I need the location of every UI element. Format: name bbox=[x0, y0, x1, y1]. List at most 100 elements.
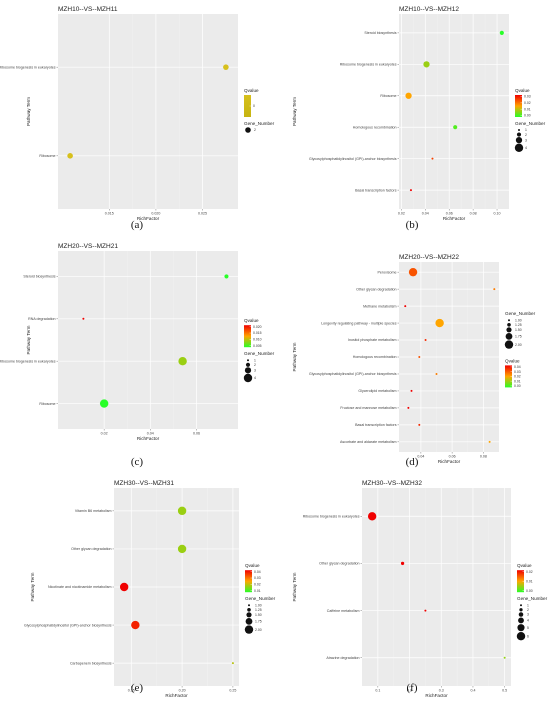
size-legend-dot bbox=[516, 132, 522, 137]
x-axis-label: RichFactor bbox=[137, 216, 160, 221]
color-bar-label: 0.04 bbox=[254, 570, 261, 574]
size-legend-dot bbox=[518, 129, 520, 131]
size-legend-label: 1.50 bbox=[515, 328, 522, 332]
x-axis-label: RichFactor bbox=[137, 436, 160, 441]
x-tick-label: 0.15 bbox=[128, 689, 135, 693]
data-point bbox=[435, 318, 444, 328]
size-legend-label: 4 bbox=[527, 619, 529, 623]
y-tick-label: Fructose and mannose metabolism bbox=[340, 406, 396, 410]
x-tick-label: 0.04 bbox=[422, 212, 429, 216]
chart-title: MZH20--VS--MZH22 bbox=[399, 254, 459, 261]
y-tick-label: Glycosylphosphatidylinositol (GPI)-ancho… bbox=[24, 623, 112, 627]
y-tick-label: Peroxisome bbox=[378, 270, 397, 274]
x-tick-label: 0.08 bbox=[480, 455, 487, 459]
color-bar-label: 0.01 bbox=[524, 107, 531, 111]
size-legend-label: 2 bbox=[527, 608, 529, 612]
size-legend-label: 1 bbox=[527, 603, 529, 607]
size-legend-title: Gene_Number bbox=[517, 596, 548, 601]
size-legend-dot bbox=[518, 617, 524, 624]
size-legend-title: Gene_Number bbox=[505, 311, 536, 316]
data-point bbox=[404, 305, 407, 308]
size-legend-dot bbox=[515, 137, 523, 144]
color-legend-title: Qvalue bbox=[244, 88, 259, 93]
x-tick-label: 0.10 bbox=[494, 212, 501, 216]
y-tick-label: Homologous recombination bbox=[353, 355, 397, 359]
data-point bbox=[424, 609, 427, 612]
x-tick-label: 0.04 bbox=[147, 432, 154, 436]
panel-caption: (f) bbox=[407, 682, 418, 694]
size-legend-label: 1.25 bbox=[255, 608, 262, 612]
chart-panel-d: MZH20--VS--MZH22 0.04 0.06 0.08 Peroxisome Ot… bbox=[292, 254, 536, 468]
y-tick-label: Longevity regulating pathway - multiple … bbox=[321, 321, 397, 325]
size-legend-dot bbox=[507, 323, 511, 327]
size-legend-dot bbox=[246, 612, 252, 618]
data-point bbox=[453, 125, 458, 130]
size-legend-dot bbox=[245, 618, 253, 625]
y-tick-label: Atrazine degradation bbox=[326, 656, 359, 660]
color-bar-label: 0.01 bbox=[254, 589, 261, 593]
size-legend-label: 1 bbox=[254, 358, 256, 362]
size-legend-dot bbox=[504, 340, 514, 349]
color-bar-label: 0.02 bbox=[514, 375, 521, 379]
chart-panel-f: MZH30--VS--MZH32 0.1 0.2 0.3 0.4 0.5 Ribosome … bbox=[292, 480, 548, 698]
data-point bbox=[423, 61, 430, 68]
y-tick-label: Ribosome biogenesis in eukaryotes bbox=[303, 514, 360, 518]
y-axis-label: Pathway Term bbox=[292, 97, 297, 126]
panel-caption: (e) bbox=[131, 682, 144, 694]
y-tick-label: Basal transcription factors bbox=[355, 188, 397, 192]
size-legend-dot bbox=[243, 373, 253, 383]
y-tick-label: Ribosome biogenesis in eukaryotes bbox=[0, 65, 56, 69]
data-point bbox=[409, 189, 412, 192]
chart-title: MZH30--VS--MZH32 bbox=[362, 480, 422, 487]
size-legend-dot bbox=[517, 624, 525, 632]
size-legend-label: 2 bbox=[525, 133, 527, 137]
y-tick-label: Glycosylphosphatidylinositol (GPI)-ancho… bbox=[309, 157, 397, 161]
size-legend-dot bbox=[244, 367, 252, 374]
size-legend-title: Gene_Number bbox=[515, 121, 546, 126]
x-tick-label: 0.025 bbox=[198, 212, 207, 216]
data-point bbox=[418, 356, 421, 358]
size-legend-title: Gene_Number bbox=[244, 121, 275, 126]
data-point bbox=[177, 544, 187, 554]
x-tick-label: 0.25 bbox=[229, 689, 236, 693]
size-legend-label: 1.50 bbox=[255, 613, 262, 617]
size-legend-label: 1.75 bbox=[255, 620, 262, 624]
data-point bbox=[493, 288, 496, 291]
size-legend-label: 1.00 bbox=[255, 603, 262, 607]
data-point bbox=[499, 30, 504, 35]
data-point bbox=[178, 356, 187, 366]
plot-background bbox=[362, 488, 511, 686]
size-legend-title: Gene_Number bbox=[244, 351, 275, 356]
color-bar-label: 0.04 bbox=[514, 365, 521, 369]
x-tick-label: 0.04 bbox=[417, 455, 424, 459]
x-axis-label: RichFactor bbox=[443, 216, 466, 221]
color-bar bbox=[245, 570, 252, 593]
data-point bbox=[131, 620, 140, 630]
size-legend-title: Gene_Number bbox=[245, 596, 276, 601]
color-legend-title: Qvalue bbox=[505, 358, 520, 363]
y-tick-label: Other glycan degradation bbox=[319, 562, 359, 566]
size-legend-label: 2.00 bbox=[255, 628, 262, 632]
y-tick-label: Ascorbate and aldarate metabolism bbox=[340, 440, 397, 444]
size-legend-dot bbox=[519, 608, 523, 612]
color-bar-label: 0.010 bbox=[253, 338, 262, 342]
color-bar-label: 0.01 bbox=[514, 379, 521, 383]
color-bar bbox=[244, 325, 251, 348]
data-point bbox=[367, 512, 377, 521]
x-tick-label: 0.02 bbox=[398, 212, 405, 216]
y-tick-label: Ribosome bbox=[39, 154, 55, 158]
y-tick-label: Other glycan degradation bbox=[356, 287, 396, 291]
size-legend-dot bbox=[245, 127, 251, 133]
y-axis-label: Pathway Term bbox=[292, 342, 297, 371]
size-legend-label: 1.75 bbox=[515, 335, 522, 339]
y-tick-label: Glycerolipid metabolism bbox=[358, 389, 396, 393]
y-tick-label: Ribosome biogenesis in eukaryotes bbox=[0, 359, 56, 363]
y-axis-label: Pathway Term bbox=[26, 97, 31, 126]
size-legend-label: 1.25 bbox=[515, 323, 522, 327]
color-bar-label: 0.01 bbox=[526, 579, 533, 583]
y-tick-label: Basal transcription factors bbox=[355, 423, 397, 427]
color-bar bbox=[244, 95, 251, 117]
color-bar-label: 0.02 bbox=[524, 101, 531, 105]
color-bar-label: 0.02 bbox=[526, 570, 533, 574]
